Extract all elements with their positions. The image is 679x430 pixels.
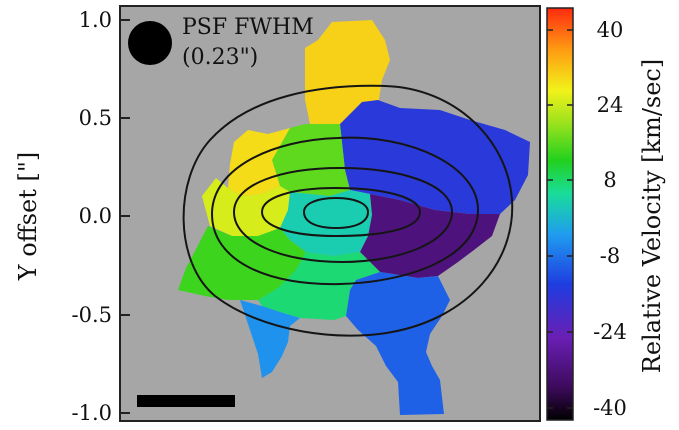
contour-level-3 — [232, 166, 454, 264]
colorbar-tick-label: 24 — [597, 93, 624, 117]
colorbar-title: Relative Velocity [km/sec] — [638, 59, 666, 373]
psf-label-line2: (0.23") — [182, 45, 258, 70]
colorbar-tick-label: -8 — [600, 244, 620, 268]
region-upper-left — [228, 128, 290, 196]
psf-beam-marker — [128, 21, 172, 65]
contour-level-1 — [182, 84, 514, 337]
colorbar-tick-label: -40 — [593, 396, 627, 420]
y-tick-label: 0.5 — [79, 106, 112, 130]
contour-level-2 — [210, 136, 480, 286]
colorbar-tick-label: 8 — [603, 168, 616, 192]
colorbar-tick-labels: 40 24 8 -8 -24 -40 — [593, 18, 627, 420]
contour-level-5 — [302, 196, 370, 230]
colorbar-tick-label: -24 — [593, 320, 627, 344]
colorbar-ticks — [547, 29, 573, 409]
intensity-contours — [182, 84, 514, 337]
psf-label-line1: PSF FWHM — [182, 15, 314, 40]
y-tick-labels: 1.0 0.5 0.0 -0.5 -1.0 — [72, 8, 113, 425]
y-tick-label: 0.0 — [79, 204, 112, 228]
region-top-extension — [305, 20, 390, 124]
y-axis — [120, 19, 130, 414]
region-upper-center — [272, 124, 350, 196]
y-tick-label: 1.0 — [79, 8, 112, 32]
region-bottom-tail — [240, 300, 300, 378]
contour-level-4 — [260, 186, 422, 238]
y-tick-label: -0.5 — [72, 303, 113, 327]
colorbar — [546, 7, 574, 421]
plot-frame — [119, 5, 541, 422]
region-center — [280, 190, 372, 256]
scale-bar — [137, 395, 235, 407]
y-tick-label: -1.0 — [72, 401, 113, 425]
region-lower-right-tail — [346, 272, 450, 415]
region-lower-center — [258, 252, 380, 320]
colorbar-tick-label: 40 — [597, 18, 624, 42]
y-axis-title: Y offset ["] — [14, 152, 42, 282]
